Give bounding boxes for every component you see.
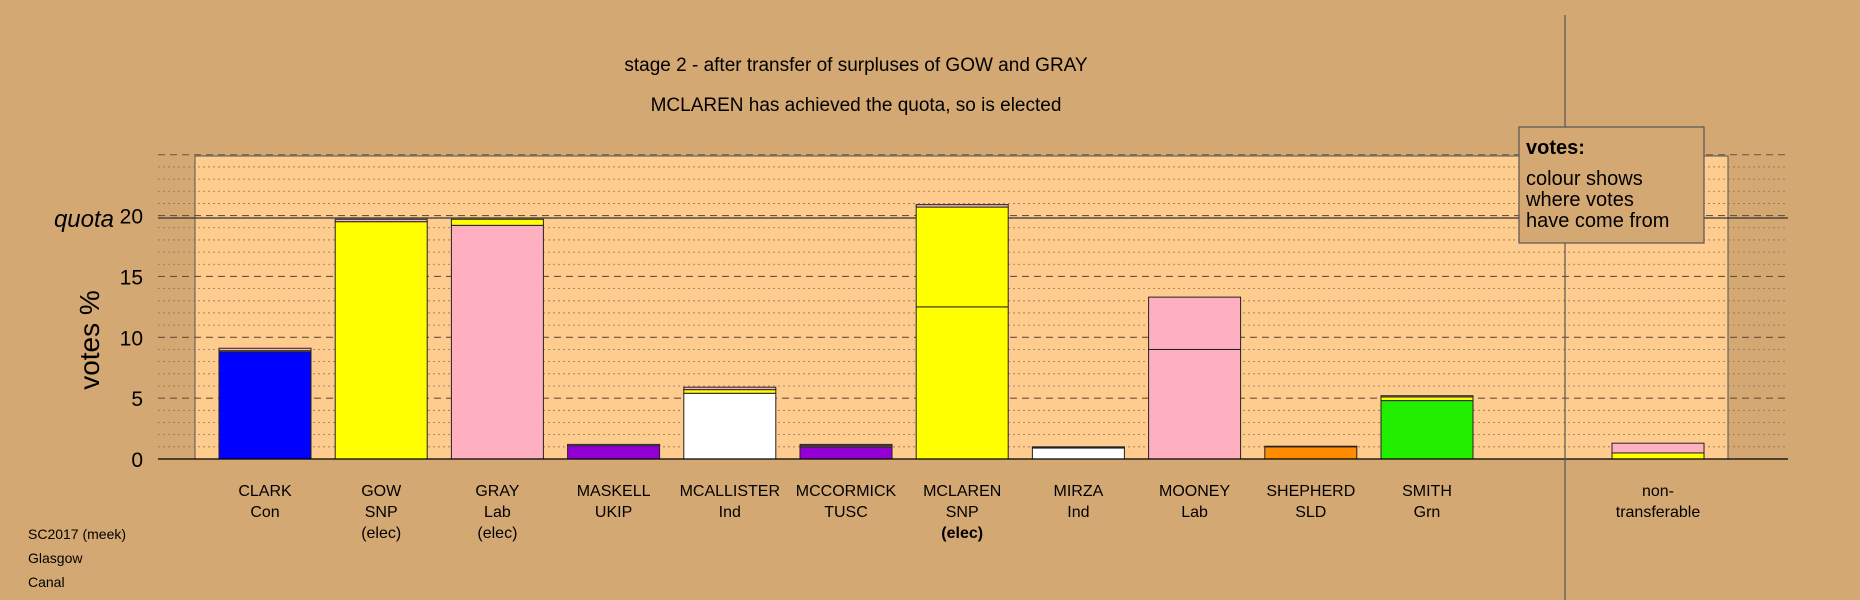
- legend-line-3: have come from: [1526, 210, 1669, 232]
- y-tick-label: 15: [120, 266, 143, 289]
- bar-mclaren-segment: [915, 306, 1009, 460]
- bar-mclaren-segment: [915, 206, 1009, 308]
- y-tick-label: 10: [120, 327, 143, 350]
- legend-line-2: where votes: [1525, 189, 1634, 211]
- x-label-nontransferable-line-2: transferable: [1616, 504, 1701, 521]
- bar-shepherd-segment: [1264, 445, 1358, 448]
- bar-shepherd-segment: [1264, 446, 1358, 460]
- y-tick-label: 5: [131, 388, 143, 411]
- footnote-line-3: Canal: [28, 574, 65, 590]
- bar-maskell-segment: [567, 445, 661, 460]
- x-label-gow-line-3: (elec): [361, 525, 401, 542]
- x-label-clark-line-1: CLARK: [238, 483, 292, 500]
- bar-gow-segment: [334, 218, 428, 223]
- bar-mooney-segment: [1148, 348, 1242, 460]
- x-label-maskell-line-1: MASKELL: [577, 483, 651, 500]
- x-label-gow-line-1: GOW: [361, 483, 402, 500]
- bar-smith-segment: [1380, 400, 1474, 460]
- x-label-mcallister-line-2: Ind: [719, 504, 741, 521]
- y-tick-label: 20: [120, 206, 143, 229]
- footnote-line-1: SC2017 (meek): [28, 526, 126, 542]
- bars: [218, 204, 1705, 460]
- bar-mirza-segment: [1031, 447, 1125, 460]
- x-label-gow-line-2: SNP: [365, 504, 398, 521]
- x-label-shepherd-line-1: SHEPHERD: [1266, 483, 1355, 500]
- x-axis-labels: CLARK Con GOW SNP (elec) GRAY Lab (elec) MASKELL…: [238, 483, 1700, 542]
- legend-box: votes: colour shows where votes have com…: [1518, 126, 1705, 244]
- bar-gray-segment: [450, 224, 544, 460]
- x-label-mclaren-line-1: MCLAREN: [923, 483, 1001, 500]
- x-label-gray-line-3: (elec): [477, 525, 517, 542]
- bar-nontransferable-segment: [1611, 452, 1705, 460]
- bar-gray-segment: [450, 218, 544, 226]
- x-label-mclaren-line-2: SNP: [946, 504, 979, 521]
- x-label-smith-line-1: SMITH: [1402, 483, 1452, 500]
- bar-mirza-segment: [1031, 446, 1125, 448]
- x-label-clark-line-2: Con: [250, 504, 279, 521]
- legend-title: votes:: [1526, 137, 1585, 159]
- bar-clark-segment: [218, 347, 312, 352]
- bar-mccormick-segment: [799, 446, 893, 460]
- x-label-nontransferable-line-1: non-: [1642, 483, 1674, 500]
- bar-mcallister-segment: [683, 392, 777, 460]
- x-label-mcallister-line-1: MCALLISTER: [680, 483, 780, 500]
- bar-smith-segment: [1380, 395, 1474, 398]
- x-label-mclaren-line-3: (elec): [941, 525, 983, 542]
- legend-line-1: colour shows: [1526, 168, 1643, 190]
- bar-mooney-segment: [1148, 296, 1242, 350]
- x-label-smith-line-2: Grn: [1414, 504, 1441, 521]
- quota-label: quota: [54, 206, 114, 233]
- chart-title: stage 2 - after transfer of surpluses of…: [624, 55, 1088, 76]
- x-label-shepherd-line-2: SLD: [1295, 504, 1326, 521]
- x-label-mooney-line-1: MOONEY: [1159, 483, 1230, 500]
- bar-maskell-segment: [567, 443, 661, 447]
- x-label-gray-line-1: GRAY: [475, 483, 519, 500]
- x-label-mccormick-line-2: TUSC: [824, 504, 868, 521]
- x-label-mirza-line-1: MIRZA: [1054, 483, 1104, 500]
- y-axis: 0 5 10 15 20: [120, 206, 1788, 472]
- footnote-line-2: Glasgow: [28, 550, 83, 566]
- bar-mccormick-segment: [799, 443, 893, 447]
- bar-smith-segment: [1380, 396, 1474, 402]
- x-label-gray-line-2: Lab: [484, 504, 511, 521]
- chart-subtitle: MCLAREN has achieved the quota, so is el…: [651, 95, 1062, 116]
- bar-gow-segment: [334, 221, 428, 460]
- bar-nontransferable-segment: [1611, 442, 1705, 454]
- bar-mcallister-segment: [683, 386, 777, 391]
- y-axis-title: votes %: [74, 290, 105, 390]
- bar-mclaren-segment: [915, 204, 1009, 208]
- bar-mcallister-segment: [683, 389, 777, 394]
- x-label-maskell-line-2: UKIP: [595, 504, 632, 521]
- x-label-mirza-line-2: Ind: [1067, 504, 1089, 521]
- legend-background: [1518, 126, 1705, 244]
- bar-clark-segment: [218, 351, 312, 460]
- y-tick-label: 0: [131, 449, 143, 472]
- x-label-mooney-line-2: Lab: [1181, 504, 1208, 521]
- x-label-mccormick-line-1: MCCORMICK: [796, 483, 897, 500]
